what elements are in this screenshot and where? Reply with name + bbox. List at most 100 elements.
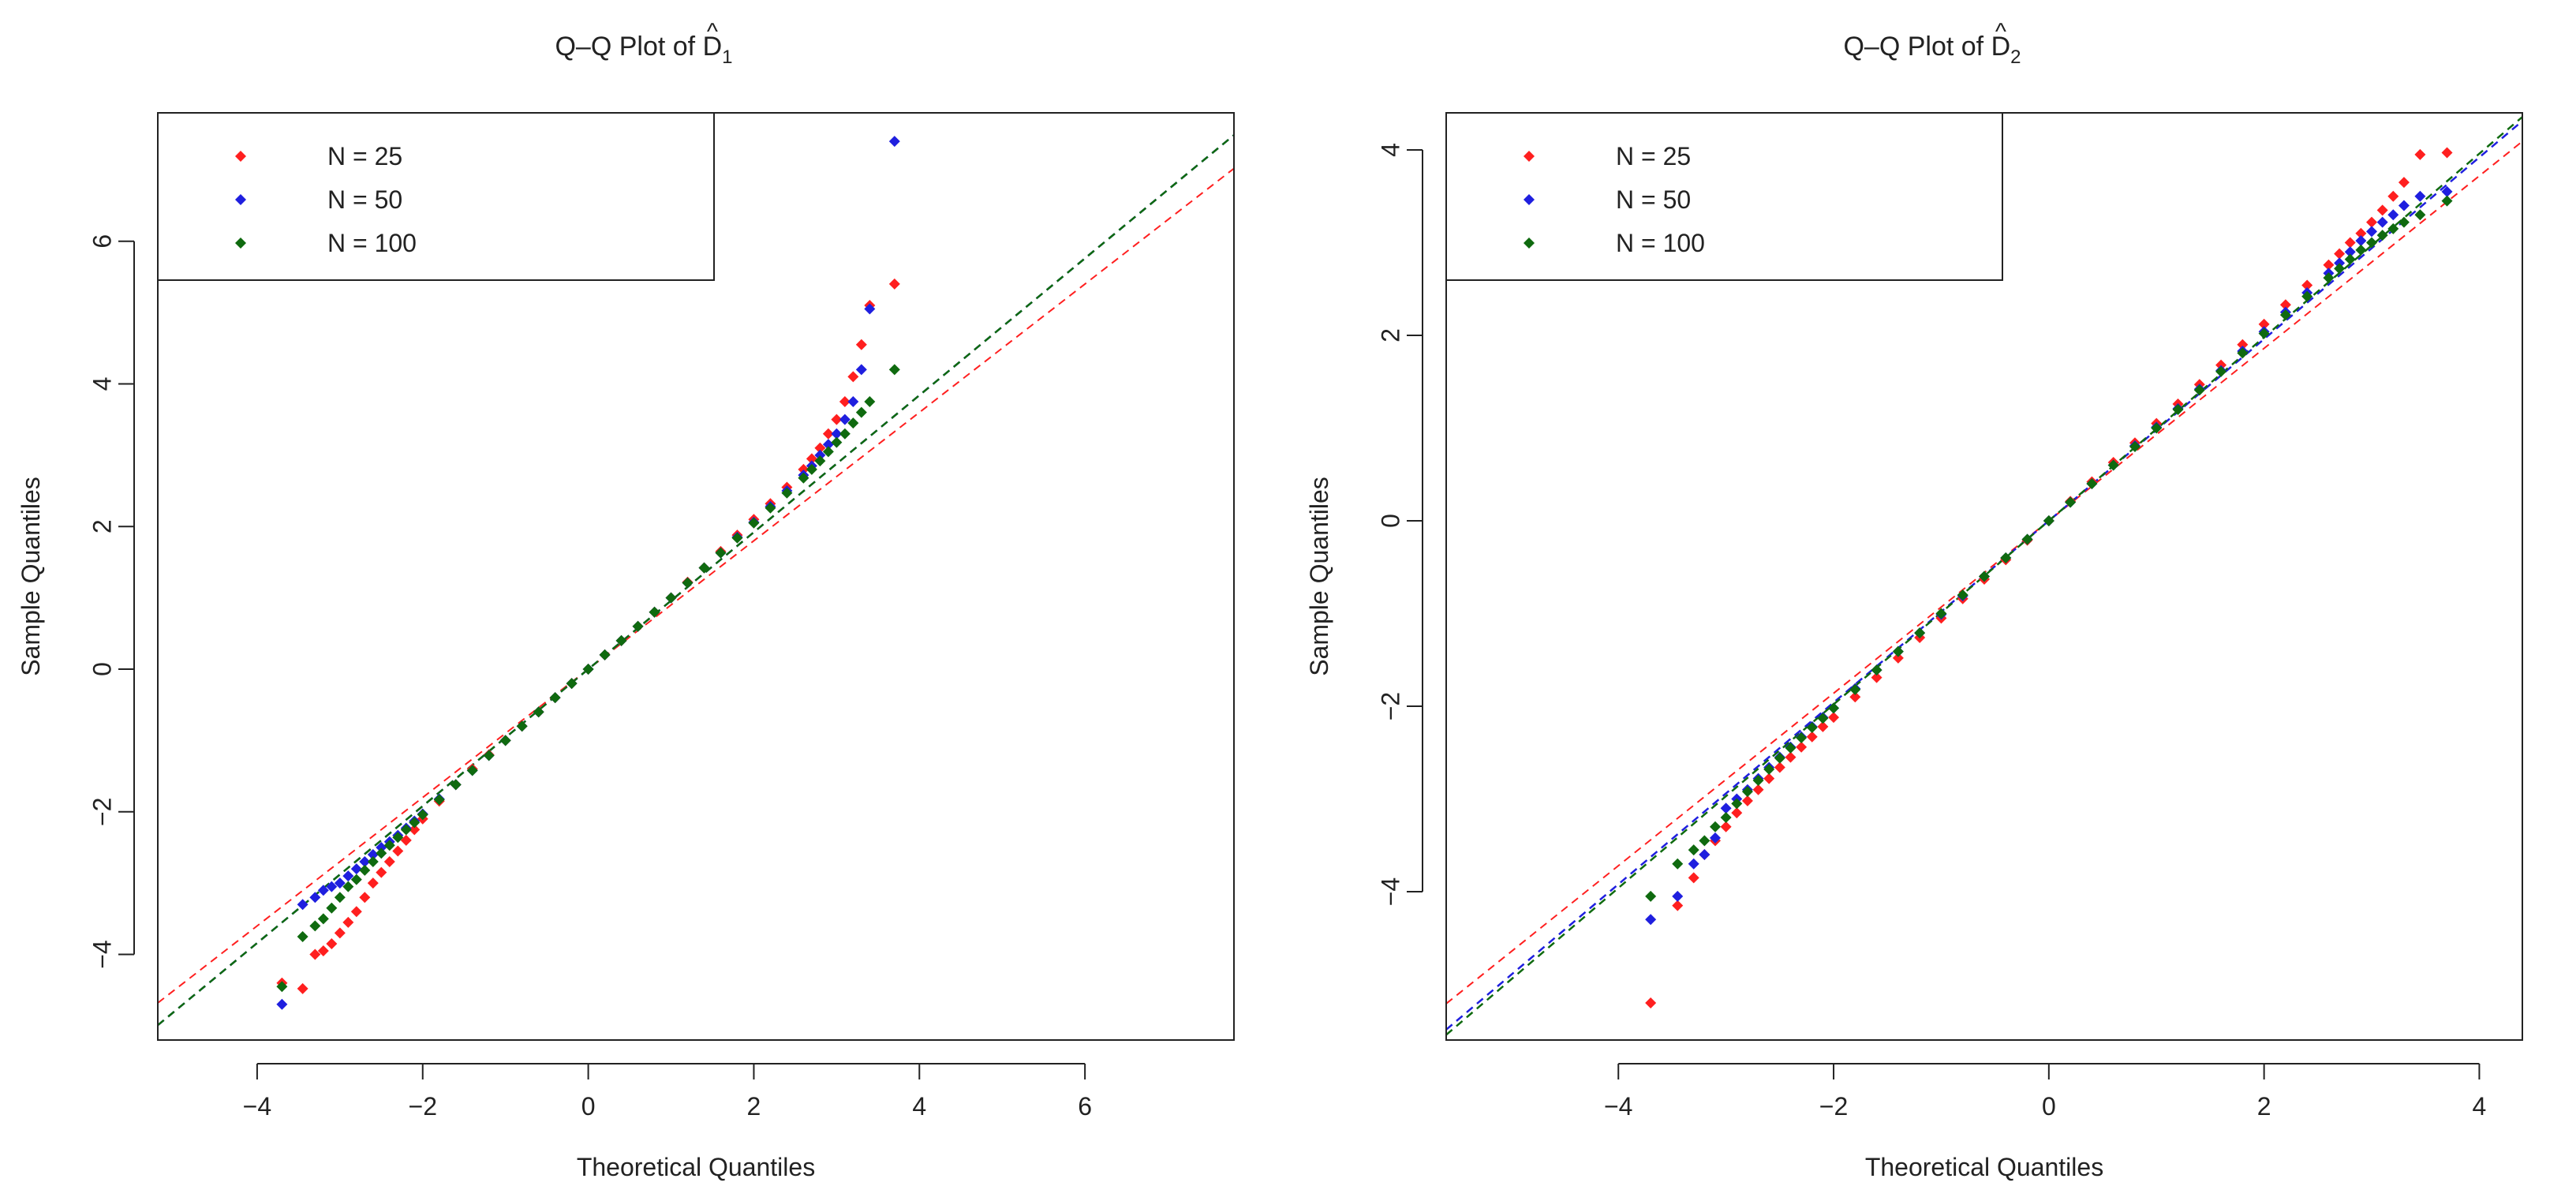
chart-1-point xyxy=(615,634,627,646)
chart-2-y-tick-label: 0 xyxy=(1376,514,1404,528)
chart-1-point xyxy=(665,592,677,604)
chart-2-point xyxy=(2344,246,2356,258)
chart-1-x-tick-label: 2 xyxy=(747,1092,761,1121)
chart-2-point xyxy=(1785,751,1796,763)
chart-1-y-tick-label: 6 xyxy=(88,234,116,249)
chart-2-point xyxy=(1699,849,1710,860)
chart-2-point xyxy=(2376,204,2388,216)
chart-2-point xyxy=(2258,318,2270,330)
chart-1-point xyxy=(888,364,900,376)
chart-1-legend-label-3: N = 100 xyxy=(327,229,417,257)
chart-2-point xyxy=(1796,741,1808,753)
chart-2-point xyxy=(2366,216,2378,228)
chart-2-point xyxy=(2334,257,2346,269)
chart-1-point xyxy=(888,278,900,290)
chart-1-point xyxy=(276,998,288,1010)
chart-2-point xyxy=(1699,835,1710,847)
chart-1-x-tick-label: 4 xyxy=(912,1092,926,1121)
chart-1-point xyxy=(409,824,421,836)
chart-1-title-prefix: Q–Q Plot of xyxy=(555,32,702,62)
chart-1-point xyxy=(392,845,404,857)
chart-1-point xyxy=(376,841,387,853)
chart-2-series-2 xyxy=(1645,185,2453,926)
chart-1-title-subscript: 1 xyxy=(722,47,732,68)
chart-2-point xyxy=(2258,327,2270,339)
chart-2-y-tick-label: 2 xyxy=(1376,328,1404,342)
chart-1-point xyxy=(731,532,743,544)
chart-2-point xyxy=(2215,365,2227,377)
chart-1-y-tick-label: 4 xyxy=(88,377,116,391)
chart-1-point xyxy=(822,446,834,458)
chart-1-point xyxy=(376,866,387,878)
chart-2-ref-line-3 xyxy=(1446,116,2522,1036)
chart-1-point xyxy=(516,720,528,732)
chart-2-point xyxy=(1752,784,1764,795)
chart-1-title-symbol: D xyxy=(703,32,723,62)
chart-2-point xyxy=(2387,223,2399,234)
chart-1-point xyxy=(533,706,544,718)
chart-1-point xyxy=(309,892,321,904)
chart-2-point xyxy=(1828,702,1840,714)
chart-1-point xyxy=(334,877,346,889)
chart-2-point xyxy=(2344,237,2356,249)
chart-1-title: Q–Q Plot of D1 xyxy=(555,32,732,68)
chart-1-point xyxy=(855,406,867,418)
chart-2-point xyxy=(1731,798,1743,810)
chart-1-point xyxy=(297,930,308,942)
chart-1-ylabel: Sample Quantiles xyxy=(17,477,45,676)
chart-2-point xyxy=(2237,339,2249,350)
chart-1-point xyxy=(417,809,428,821)
chart-1-x-tick-label: −2 xyxy=(409,1092,437,1121)
chart-2-point xyxy=(2086,478,2098,489)
chart-2-point xyxy=(1710,832,1721,844)
chart-1-y-tick-label: −4 xyxy=(88,940,116,968)
chart-2-point xyxy=(2398,177,2410,189)
chart-2-point xyxy=(1672,890,1684,902)
chart-1-point xyxy=(400,834,412,846)
chart-2-point xyxy=(2355,235,2367,247)
chart-2-point xyxy=(2441,195,2453,207)
chart-2-title: Q–Q Plot of D2 xyxy=(1843,32,2021,68)
chart-1-point xyxy=(359,856,371,868)
chart-2-point xyxy=(1914,627,1926,639)
chart-1-point xyxy=(831,413,843,425)
chart-1-point xyxy=(798,463,809,475)
chart-1-y-tick-label: 0 xyxy=(88,662,116,676)
chart-2-point xyxy=(2414,190,2426,202)
qq-plot-d1-panel: Q–Q Plot of D1 ^ Theoretical Quantiles Samp… xyxy=(17,19,1235,1181)
chart-2-title-hat: ^ xyxy=(1995,19,2006,45)
chart-2-point xyxy=(1645,890,1657,902)
chart-1-point xyxy=(632,620,644,632)
chart-2-point xyxy=(2215,359,2227,371)
chart-1-point xyxy=(409,817,421,829)
chart-1-point xyxy=(309,920,321,932)
chart-2-point xyxy=(2129,441,2140,452)
chart-2-title-subscript: 2 xyxy=(2010,47,2021,68)
chart-2-legend-label-3: N = 100 xyxy=(1616,229,1705,257)
chart-1-point xyxy=(698,562,710,574)
chart-1-xlabel: Theoretical Quantiles xyxy=(577,1153,815,1181)
chart-2-point xyxy=(1871,672,1882,683)
chart-1-point xyxy=(682,577,694,589)
chart-1-legend-marker-3 xyxy=(235,238,246,249)
chart-1-point xyxy=(342,916,354,928)
chart-1-point xyxy=(483,750,495,761)
chart-2-point xyxy=(2366,226,2378,238)
chart-1-point xyxy=(814,455,826,467)
chart-1-legend-label-1: N = 25 xyxy=(327,142,402,170)
chart-1-point xyxy=(847,396,859,408)
chart-2-point xyxy=(2151,422,2163,434)
chart-2-point xyxy=(2398,200,2410,211)
chart-1-point xyxy=(359,864,371,876)
chart-2-x-tick-label: 4 xyxy=(2473,1092,2487,1121)
chart-2-x-tick-label: 2 xyxy=(2257,1092,2271,1121)
chart-1-point xyxy=(376,847,387,859)
qq-plot-d1-svg: Q–Q Plot of D1^ Theoretical Quantiles Samp… xyxy=(17,19,1235,1181)
chart-2-point xyxy=(1720,803,1732,814)
chart-1-point xyxy=(367,849,379,860)
chart-2-point xyxy=(1957,589,1968,600)
chart-2-x-tick-label: 0 xyxy=(2042,1092,2056,1121)
chart-1-point xyxy=(342,881,354,892)
chart-2-point xyxy=(2237,347,2249,359)
chart-2-y-tick-label: −2 xyxy=(1376,692,1404,720)
